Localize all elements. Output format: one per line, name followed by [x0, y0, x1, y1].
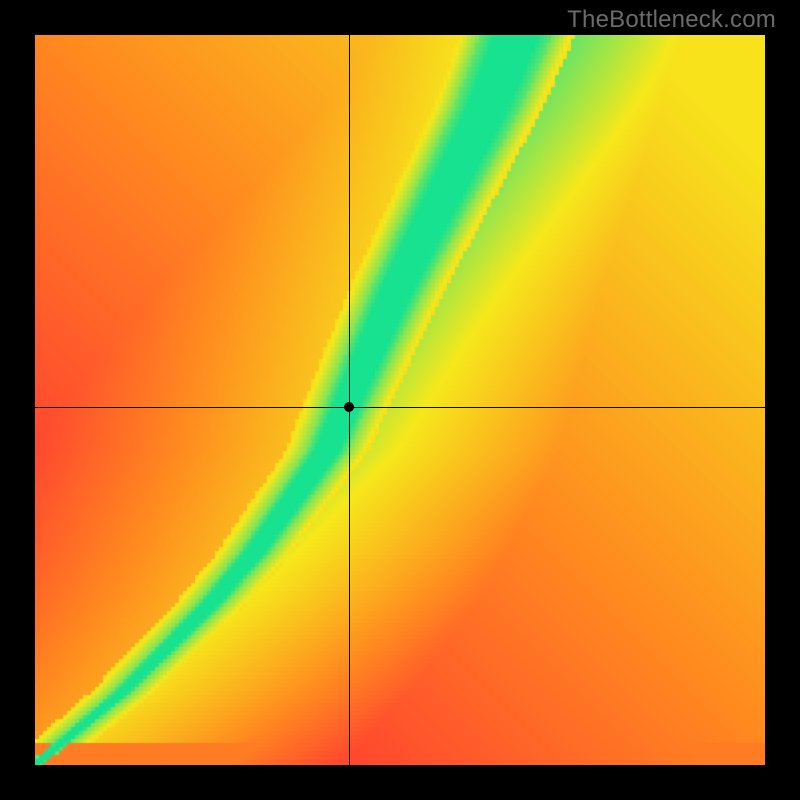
plot-area [35, 35, 765, 765]
chart-container: TheBottleneck.com [0, 0, 800, 800]
heatmap-canvas [35, 35, 765, 765]
watermark-text: TheBottleneck.com [567, 6, 776, 34]
crosshair-vertical [349, 35, 350, 765]
crosshair-horizontal [35, 407, 765, 408]
marker-point [344, 402, 354, 412]
